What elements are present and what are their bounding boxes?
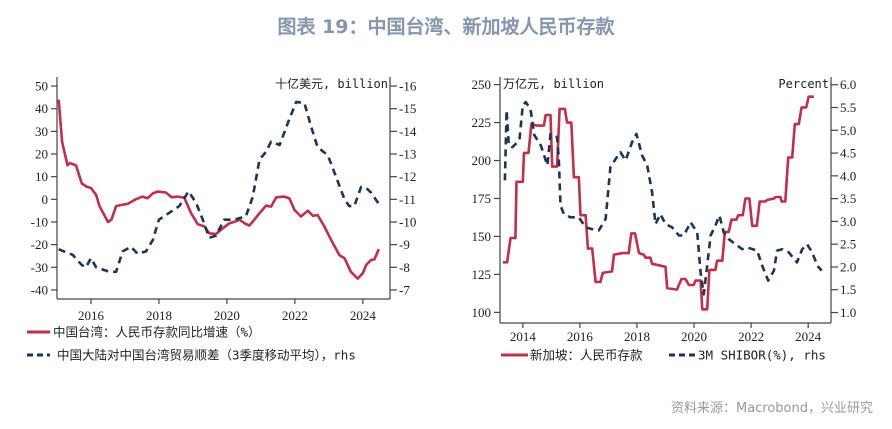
left-tick-label: 150: [472, 229, 492, 244]
x-tick-label: 2020: [681, 329, 707, 344]
right-tick-label: 4.5: [840, 146, 856, 161]
left-tick-label: 225: [472, 115, 492, 130]
series-line-0: [502, 95, 814, 311]
x-tick-label: 2016: [78, 308, 105, 323]
source-note: 资料来源：Macrobond，兴业研究: [671, 401, 873, 416]
right-tick-label: 6.0: [840, 77, 856, 92]
left-tick-label: -40: [31, 282, 48, 297]
x-tick-label: 2020: [214, 308, 240, 323]
right-tick-label: 2.0: [840, 259, 856, 274]
left-tick-label: 30: [35, 124, 48, 139]
right-tick-label: 1.0: [840, 305, 856, 320]
right-axis-unit: 十亿美元, billion: [275, 76, 388, 91]
left-tick-label: -10: [31, 214, 48, 229]
x-tick-label: 2018: [624, 329, 650, 344]
left-tick-label: 10: [35, 169, 48, 184]
x-tick-label: 2018: [146, 308, 172, 323]
right-tick-label: -9: [399, 237, 410, 252]
legend-label-0: 中国台湾：人民币存款同比增速（%）: [53, 325, 261, 340]
right-tick-label: -14: [399, 124, 417, 139]
right-tick-label: 3.0: [840, 214, 856, 229]
right-tick-label: -12: [399, 169, 416, 184]
x-tick-label: 2016: [567, 329, 594, 344]
right-tick-label: -16: [399, 79, 417, 94]
left-tick-label: 40: [35, 101, 48, 116]
left-tick-label: 125: [472, 267, 492, 282]
right-axis-unit: Percent: [778, 77, 829, 91]
figure-title: 图表 19：中国台湾、新加坡人民币存款: [277, 15, 615, 38]
series-line-0: [57, 99, 380, 280]
left-tick-label: -30: [31, 260, 48, 275]
x-tick-label: 2014: [510, 329, 537, 344]
right-tick-label: 1.5: [840, 282, 856, 297]
right-tick-label: -8: [399, 260, 410, 275]
left-tick-label: 100: [472, 305, 492, 320]
left-axis-unit: 万亿元, billion: [503, 76, 604, 91]
left-tick-label: 250: [472, 77, 492, 92]
right-tick-label: -13: [399, 147, 416, 162]
right-tick-label: -10: [399, 214, 416, 229]
right-tick-label: 2.5: [840, 237, 856, 252]
left-tick-label: 200: [472, 153, 492, 168]
left-tick-label: 50: [35, 79, 48, 94]
right-tick-label: 5.5: [840, 100, 856, 115]
legend-label-1: 3M SHIBOR(%), rhs: [698, 348, 826, 363]
legend-label-1: 中国大陆对中国台湾贸易顺差（3季度移动平均），rhs: [57, 348, 356, 363]
right-tick-label: -7: [399, 282, 410, 297]
x-tick-label: 2022: [738, 329, 764, 344]
x-tick-label: 2024: [795, 329, 822, 344]
right-tick-label: -11: [399, 192, 416, 207]
left-tick-label: 20: [35, 147, 48, 162]
x-tick-label: 2022: [282, 308, 308, 323]
left-tick-label: 175: [472, 191, 492, 206]
chart-taiwan: 50 40 30 20 10 0 -10 -20 -30 -40 -16 -15 -14 -13 -12 -1…: [27, 76, 417, 363]
chart-singapore: 250 225 200 175 150 125 100 6.0 5.5 5.0 4.5 4.0 3.5 3…: [472, 76, 857, 363]
left-tick-label: 0: [42, 192, 49, 207]
legend-label-0: 新加坡：人民币存款: [530, 348, 643, 363]
right-tick-label: 5.0: [840, 123, 856, 138]
series-line-1: [58, 100, 380, 274]
left-tick-label: -20: [31, 237, 48, 252]
x-tick-label: 2024: [350, 308, 377, 323]
right-tick-label: 4.0: [840, 168, 856, 183]
right-tick-label: 3.5: [840, 191, 856, 206]
right-tick-label: -15: [399, 101, 416, 116]
